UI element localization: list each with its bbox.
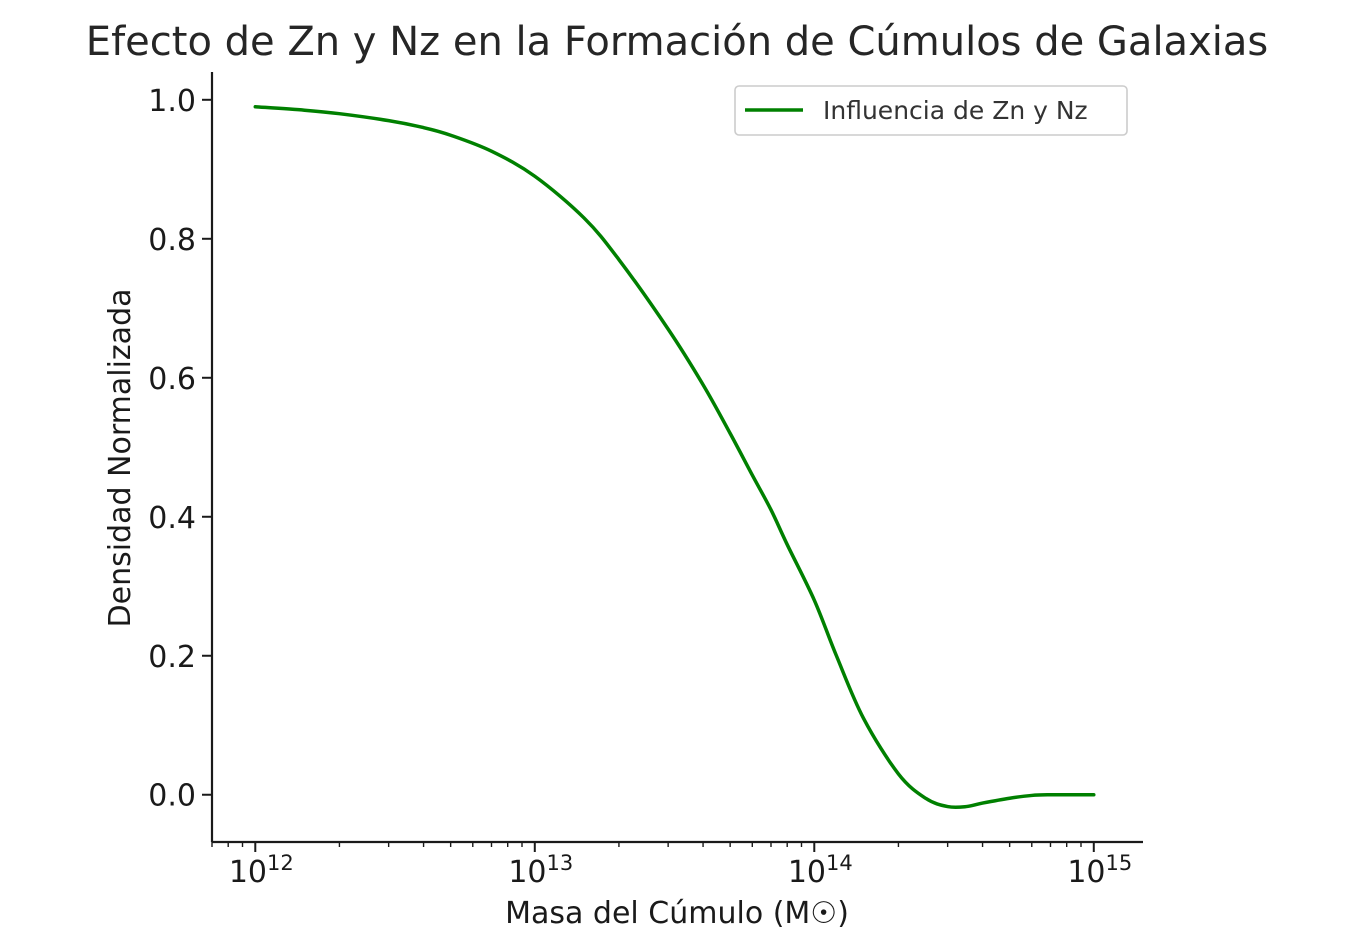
x-tick-exponent: 15: [1106, 851, 1133, 875]
y-tick-label: 1.0: [148, 84, 196, 119]
x-tick-base: 10: [508, 855, 546, 890]
x-tick-exponent: 14: [826, 851, 853, 875]
x-tick-exponent: 12: [267, 851, 294, 875]
y-axis-label: Densidad Normalizada: [103, 289, 138, 628]
x-tick-exponent: 13: [547, 851, 574, 875]
x-tick-label: 1013: [508, 851, 573, 890]
y-tick-label: 0.4: [148, 501, 196, 536]
y-ticks: 0.0 0.2 0.4 0.6 0.8 1.0: [148, 84, 212, 814]
x-tick-base: 10: [788, 855, 826, 890]
y-tick-label: 0.6: [148, 362, 196, 397]
x-tick-label: 1014: [788, 851, 853, 890]
chart-title: Efecto de Zn y Nz en la Formación de Cúm…: [86, 19, 1268, 65]
x-tick-base: 10: [1067, 855, 1105, 890]
x-minor-ticks: [211, 842, 1082, 847]
legend-label: Influencia de Zn y Nz: [823, 96, 1088, 125]
x-ticks: 1012 1013 1014 1015: [229, 842, 1132, 890]
x-axis-label: Masa del Cúmulo (M☉): [505, 896, 849, 931]
y-tick-label: 0.0: [148, 779, 196, 814]
x-tick-base: 10: [229, 855, 267, 890]
x-tick-label: 1015: [1067, 851, 1132, 890]
series-line: [253, 105, 1096, 810]
x-tick-label: 1012: [229, 851, 294, 890]
y-tick-label: 0.8: [148, 223, 196, 258]
legend-box: [734, 85, 1128, 136]
legend: Influencia de Zn y Nz: [734, 85, 1128, 136]
y-tick-label: 0.2: [148, 640, 196, 675]
